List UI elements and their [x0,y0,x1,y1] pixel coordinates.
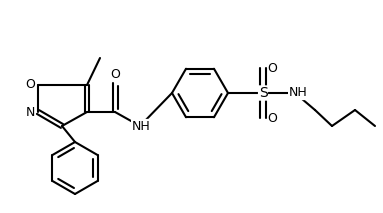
Text: O: O [110,68,120,81]
Text: NH: NH [132,119,151,132]
Text: O: O [267,111,277,125]
Text: N: N [25,105,35,118]
Text: NH: NH [289,86,308,99]
Text: O: O [25,79,35,92]
Text: S: S [259,86,267,100]
Text: O: O [267,62,277,75]
